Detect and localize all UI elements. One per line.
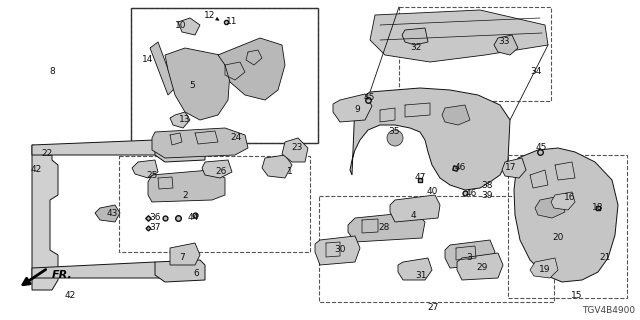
Bar <box>131 8 318 143</box>
Polygon shape <box>132 160 158 178</box>
Text: 45: 45 <box>535 143 547 153</box>
Text: 6: 6 <box>193 269 199 278</box>
Polygon shape <box>514 148 618 282</box>
Polygon shape <box>333 94 372 122</box>
Text: 47: 47 <box>414 173 426 182</box>
Text: 1: 1 <box>287 167 293 177</box>
Circle shape <box>387 130 403 146</box>
Polygon shape <box>442 105 470 125</box>
Text: 29: 29 <box>476 262 488 271</box>
Bar <box>399 7 551 101</box>
Text: 30: 30 <box>334 245 346 254</box>
Text: 3: 3 <box>466 253 472 262</box>
Polygon shape <box>95 205 120 222</box>
Polygon shape <box>315 236 360 265</box>
Text: 15: 15 <box>572 292 583 300</box>
Text: 42: 42 <box>65 291 76 300</box>
Polygon shape <box>148 170 225 202</box>
Text: 13: 13 <box>179 116 191 124</box>
Text: 32: 32 <box>410 43 422 52</box>
Text: 37: 37 <box>149 223 161 233</box>
Polygon shape <box>445 240 495 268</box>
Text: 36: 36 <box>149 213 161 222</box>
Text: 16: 16 <box>564 194 576 203</box>
Polygon shape <box>152 128 248 158</box>
Polygon shape <box>502 158 526 178</box>
Text: 31: 31 <box>415 270 427 279</box>
Polygon shape <box>348 212 425 242</box>
Text: 44: 44 <box>188 213 198 222</box>
Bar <box>319 196 554 302</box>
Polygon shape <box>535 196 565 218</box>
Polygon shape <box>32 145 58 290</box>
Text: 2: 2 <box>182 191 188 201</box>
Polygon shape <box>170 112 190 128</box>
Polygon shape <box>218 38 285 100</box>
Text: 26: 26 <box>215 167 227 177</box>
Text: 27: 27 <box>428 302 438 311</box>
Text: 45: 45 <box>364 93 374 102</box>
Text: 33: 33 <box>499 37 509 46</box>
Text: 11: 11 <box>227 18 237 27</box>
Polygon shape <box>402 28 428 45</box>
Polygon shape <box>530 258 558 278</box>
Polygon shape <box>32 262 165 278</box>
Bar <box>119 156 310 252</box>
Polygon shape <box>282 138 308 162</box>
Text: FR.: FR. <box>52 270 73 280</box>
Circle shape <box>553 218 577 242</box>
Text: 35: 35 <box>388 127 400 137</box>
Text: 24: 24 <box>230 132 242 141</box>
Text: 25: 25 <box>147 171 157 180</box>
Text: 42: 42 <box>30 165 42 174</box>
Polygon shape <box>170 243 200 265</box>
Text: 8: 8 <box>49 68 55 76</box>
Polygon shape <box>398 258 432 280</box>
Polygon shape <box>551 192 575 210</box>
Polygon shape <box>165 48 230 120</box>
Text: 46: 46 <box>465 188 477 197</box>
Text: TGV4B4900: TGV4B4900 <box>582 306 635 315</box>
Bar <box>131 8 318 143</box>
Polygon shape <box>350 88 510 190</box>
Circle shape <box>585 238 605 258</box>
Polygon shape <box>457 253 503 280</box>
Text: 38: 38 <box>481 180 493 189</box>
Polygon shape <box>494 35 518 55</box>
Polygon shape <box>32 140 165 155</box>
Text: 4: 4 <box>410 212 416 220</box>
Text: 46: 46 <box>454 164 466 172</box>
Text: 7: 7 <box>179 253 185 262</box>
Polygon shape <box>262 155 292 178</box>
Polygon shape <box>390 195 440 222</box>
Text: 40: 40 <box>426 188 438 196</box>
Text: 18: 18 <box>592 204 604 212</box>
Text: 28: 28 <box>378 223 390 233</box>
Text: 39: 39 <box>481 191 493 201</box>
Text: 14: 14 <box>142 55 154 65</box>
Bar <box>508 155 627 298</box>
Text: 9: 9 <box>354 106 360 115</box>
Text: 10: 10 <box>175 20 187 29</box>
Text: 34: 34 <box>531 68 541 76</box>
Circle shape <box>463 133 477 147</box>
Polygon shape <box>178 18 200 35</box>
Text: 22: 22 <box>42 149 52 158</box>
Text: 19: 19 <box>540 265 551 274</box>
Text: 20: 20 <box>552 233 564 242</box>
Polygon shape <box>150 42 175 95</box>
Text: 12: 12 <box>204 11 216 20</box>
Text: 23: 23 <box>291 143 303 153</box>
Text: 43: 43 <box>106 209 118 218</box>
Circle shape <box>430 140 450 160</box>
Text: 17: 17 <box>505 164 516 172</box>
Polygon shape <box>155 138 205 162</box>
Polygon shape <box>202 160 232 178</box>
Text: 21: 21 <box>599 252 611 261</box>
Text: 5: 5 <box>189 81 195 90</box>
Polygon shape <box>155 260 205 282</box>
Polygon shape <box>370 10 548 62</box>
